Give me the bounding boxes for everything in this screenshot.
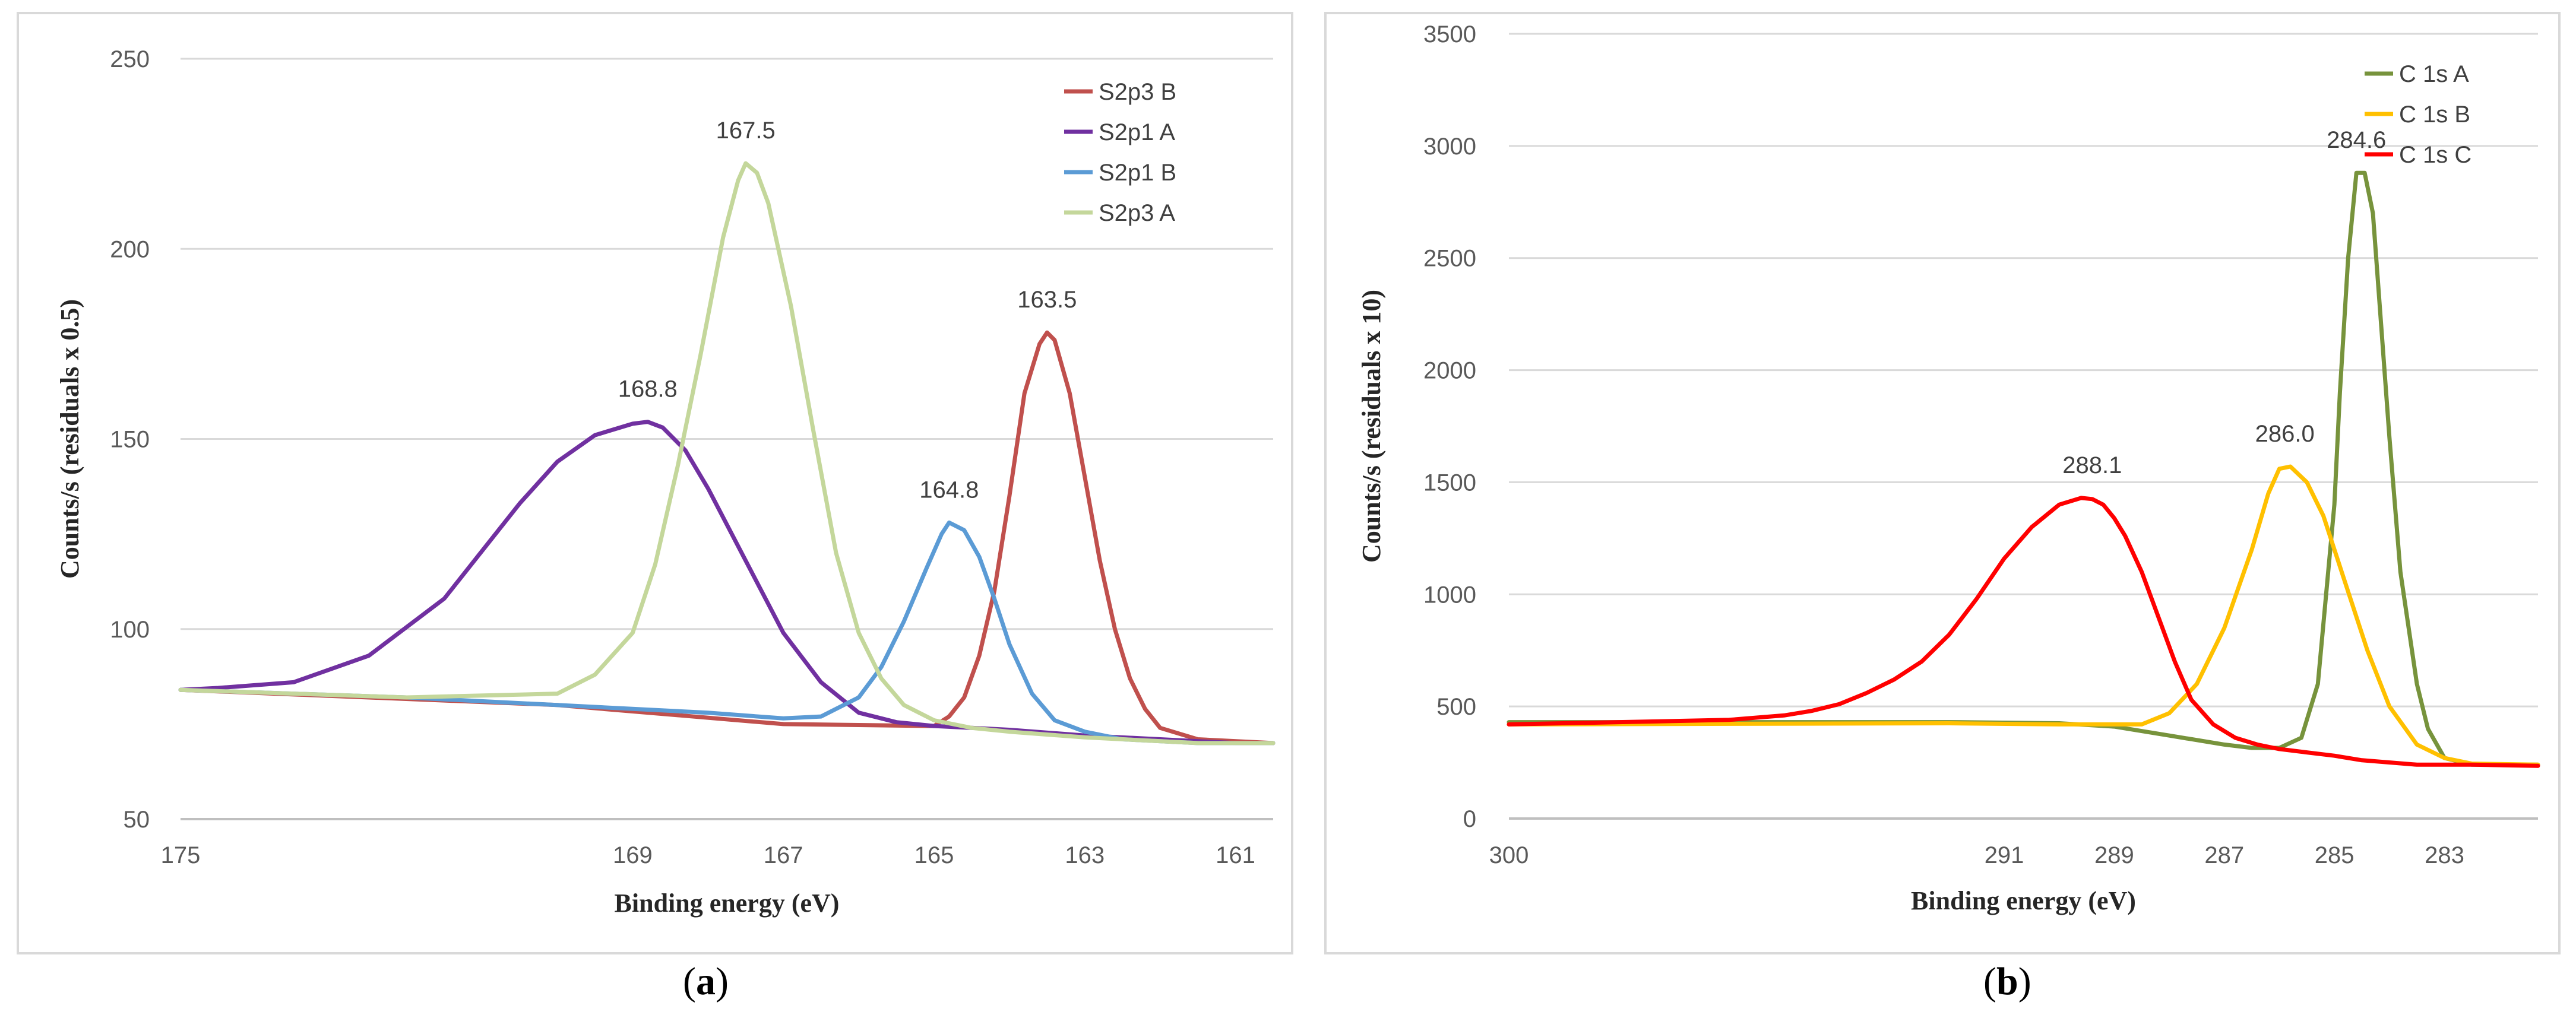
legend-label: S2p3 A — [1099, 200, 1175, 226]
y-axis-title: Counts/s (residuals x 10) — [1357, 290, 1386, 563]
caption-a: (a) — [683, 960, 729, 1003]
caption-a-letter: a — [695, 960, 716, 1003]
peak-label: 286.0 — [2255, 421, 2315, 447]
y-tick-label: 1000 — [1423, 582, 1476, 608]
x-tick-label: 165 — [914, 842, 954, 868]
y-tick-label: 3000 — [1423, 134, 1476, 160]
peak-label: 164.8 — [919, 477, 979, 503]
legend-label: S2p1 B — [1099, 160, 1176, 186]
series-line-s2p1-b — [178, 520, 1276, 746]
legend-label: C 1s C — [2399, 142, 2471, 168]
y-tick-label: 500 — [1436, 694, 1476, 720]
peak-label: 284.6 — [2327, 127, 2386, 153]
x-tick-label: 161 — [1216, 842, 1255, 868]
x-axis-title: Binding energy (eV) — [1911, 886, 2136, 915]
x-tick-label: 175 — [161, 842, 201, 868]
peak-label: 167.5 — [716, 118, 776, 144]
chart-svg-a: 50 100 150 200 250 175 169 167 165 163 161 Binding … — [55, 46, 1276, 918]
legend-label: C 1s B — [2399, 102, 2470, 128]
chart-panel-b: 0 500 1000 1500 2000 2500 3000 3500 300 291 289 287… — [1324, 12, 2561, 954]
y-tick-label: 1500 — [1423, 470, 1476, 496]
caption-b: (b) — [1983, 960, 2031, 1003]
y-tick-label: 200 — [110, 236, 150, 262]
x-tick-label: 289 — [2094, 842, 2134, 868]
series-line-c-1s-c — [1507, 496, 2540, 768]
peak-label: 163.5 — [1017, 287, 1077, 313]
y-tick-label: 0 — [1463, 806, 1476, 832]
x-tick-label: 169 — [613, 842, 653, 868]
series-line-c-1s-b — [1507, 464, 2540, 767]
x-tick-label: 283 — [2425, 842, 2464, 868]
x-tick-label: 300 — [1489, 842, 1529, 868]
x-tick-label: 163 — [1065, 842, 1105, 868]
series-line-s2p3-b — [178, 330, 1276, 746]
legend-label: S2p1 A — [1099, 119, 1175, 145]
peak-label: 168.8 — [618, 376, 678, 402]
x-tick-label: 285 — [2315, 842, 2355, 868]
legend-label: S2p3 B — [1099, 79, 1176, 105]
caption-b-letter: b — [1996, 960, 2018, 1003]
y-tick-label: 2500 — [1423, 246, 1476, 272]
series-line-c-1s-a — [1507, 170, 2540, 767]
peak-label: 288.1 — [2062, 452, 2122, 478]
y-tick-label: 3500 — [1423, 21, 1476, 47]
x-tick-label: 167 — [764, 842, 803, 868]
y-tick-label: 150 — [110, 427, 150, 453]
y-tick-label: 50 — [124, 807, 150, 833]
y-axis-title: Counts/s (residuals x 0.5) — [55, 299, 84, 579]
y-tick-label: 250 — [110, 46, 150, 72]
x-axis-title: Binding energy (eV) — [615, 889, 840, 918]
x-tick-label: 291 — [1985, 842, 2024, 868]
series-line-s2p3-a — [178, 161, 1276, 746]
y-tick-label: 100 — [110, 617, 150, 643]
legend-label: C 1s A — [2399, 61, 2469, 87]
chart-panel-a: 50 100 150 200 250 175 169 167 165 163 161 Binding … — [17, 12, 1293, 954]
x-tick-label: 287 — [2204, 842, 2244, 868]
chart-svg-b: 0 500 1000 1500 2000 2500 3000 3500 300 291 289 287… — [1357, 21, 2540, 915]
y-tick-label: 2000 — [1423, 358, 1476, 384]
